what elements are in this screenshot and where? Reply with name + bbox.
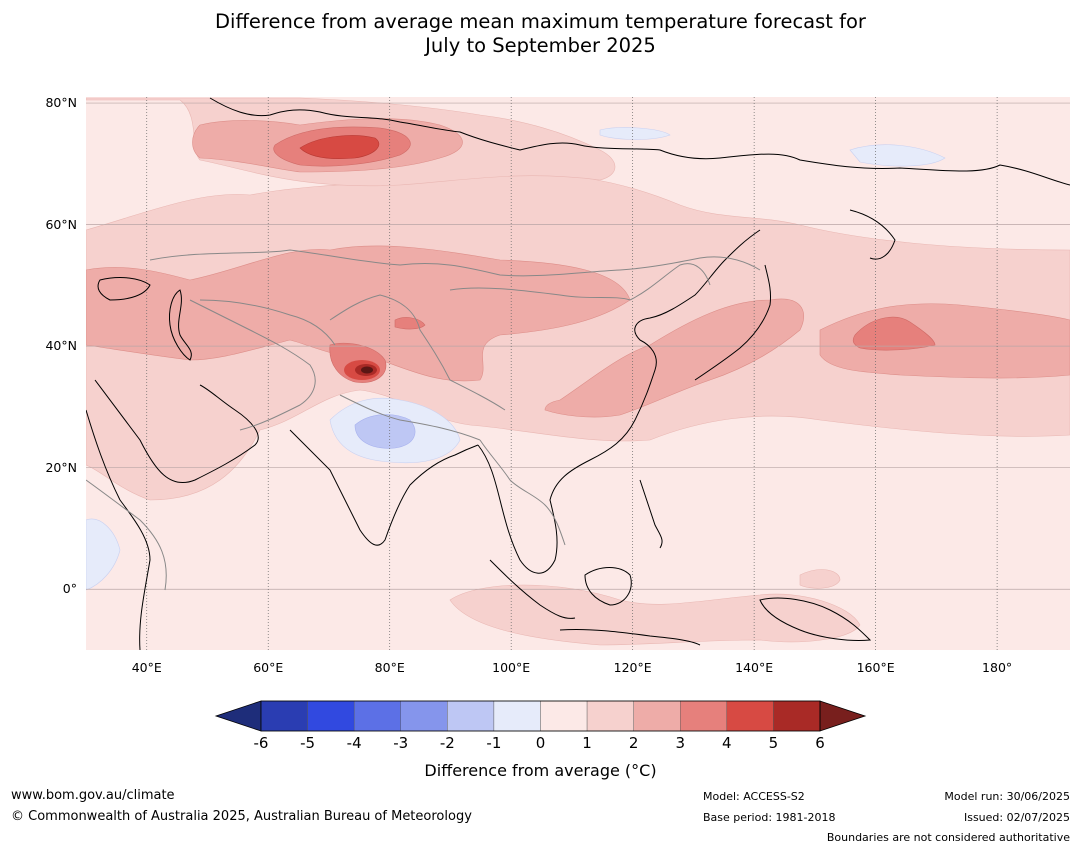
anomaly-region-2-3 (86, 245, 631, 382)
colorbar-tick-label: 0 (535, 734, 546, 752)
coastline-japan (694, 264, 771, 381)
footer-base-period: Base period: 1981-2018 (703, 811, 836, 824)
coastline-black-sea (97, 277, 151, 301)
colorbar-tick-label: 6 (815, 734, 825, 752)
border-china-west (329, 294, 506, 411)
colorbar-extend-low (214, 700, 262, 732)
colorbar-segment (400, 700, 448, 732)
coastline-india (289, 429, 479, 546)
lon-tick-label: 100°E (492, 660, 531, 675)
colorbar-segment (773, 700, 821, 732)
coastline-new-guinea (759, 597, 872, 641)
title-line-1: Difference from average mean maximum tem… (215, 10, 866, 33)
anomaly-region-4-5-arctic (299, 135, 380, 159)
coastline-caspian (169, 289, 192, 361)
lat-tick-label: 0° (62, 581, 77, 597)
coastline-borneo (584, 567, 632, 606)
border-africa (86, 479, 167, 591)
colorbar-tick-label: 2 (628, 734, 639, 752)
colorbar-frame (260, 700, 821, 732)
footer-disclaimer: Boundaries are not considered authoritat… (826, 831, 1070, 844)
lon-tick-label: 60°E (253, 660, 284, 675)
coastline-arabia (94, 379, 259, 484)
map-gridlines (86, 97, 1070, 650)
anomaly-region-minus-1-0-siberia (849, 144, 946, 167)
colorbar-segment (260, 700, 308, 732)
colorbar-segment (726, 700, 774, 732)
colorbar-extend-high (819, 700, 867, 732)
coastline-philippines (639, 479, 663, 549)
colorbar-segment (586, 700, 634, 732)
title-line-2: July to September 2025 (425, 34, 656, 57)
coastline-arctic (209, 97, 1070, 186)
border-mongolia (449, 287, 631, 301)
lon-tick-label: 120°E (613, 660, 652, 675)
border-middle-east (189, 299, 316, 431)
coastline-kamchatka (849, 209, 896, 260)
colorbar-tick-label: -3 (393, 734, 409, 752)
country-borders (86, 249, 761, 591)
border-central-asia (199, 299, 336, 346)
border-indochina (479, 439, 566, 546)
colorbar-segment (493, 700, 541, 732)
colorbar-label: Difference from average (°C) (424, 761, 657, 780)
lon-tick-label: 180° (982, 660, 1013, 675)
footer-issued: Issued: 02/07/2025 (963, 811, 1070, 824)
coastline-east-asia (477, 229, 761, 574)
anomaly-region-1-2-south (449, 584, 861, 646)
anomaly-region-above-6-tibet (361, 366, 373, 374)
colorbar-tick-label: -6 (253, 734, 269, 752)
lat-tick-label: 60°N (45, 216, 77, 232)
chart-title: Difference from average mean maximum tem… (0, 10, 1081, 58)
colorbar-tick-label: 3 (675, 734, 686, 752)
colorbar-segment (680, 700, 728, 732)
colorbar-segment (353, 700, 401, 732)
anomaly-field (86, 97, 1070, 650)
lat-tick-label: 20°N (45, 459, 77, 475)
colorbar-tick-label: 1 (582, 734, 592, 752)
colorbar-tick-label: -5 (300, 734, 316, 752)
colorbar-segment (447, 700, 495, 732)
footer-website[interactable]: www.bom.gov.au/climate (11, 788, 175, 803)
anomaly-region-3-4-pacific (852, 316, 936, 351)
forecast-map (86, 97, 1070, 650)
lat-tick-label: 80°N (45, 95, 77, 111)
lon-tick-label: 140°E (735, 660, 774, 675)
colorbar-segment (633, 700, 681, 732)
colorbar-tick-label: -1 (486, 734, 502, 752)
lon-tick-label: 40°E (131, 660, 162, 675)
border-russia-south (149, 249, 761, 277)
footer-copyright: © Commonwealth of Australia 2025, Austra… (11, 809, 472, 824)
border-china-east (629, 263, 711, 301)
anomaly-region-3-4-central (394, 317, 426, 330)
coastline-sumatra (489, 559, 576, 619)
colorbar-tick-label: 5 (768, 734, 779, 752)
colorbar-segment (307, 700, 355, 732)
anomaly-region-1-2-pacific (799, 569, 841, 589)
coastline-java (559, 628, 701, 646)
lon-tick-label: 160°E (856, 660, 895, 675)
footer-model-run: Model run: 30/06/2025 (944, 790, 1070, 803)
anomaly-region-2-3-china (544, 298, 805, 418)
lon-tick-label: 80°E (374, 660, 405, 675)
colorbar-tick-label: -4 (346, 734, 362, 752)
lat-tick-label: 40°N (45, 338, 77, 354)
footer-model: Model: ACCESS-S2 (703, 790, 805, 803)
border-india-north (339, 394, 481, 441)
coastlines (86, 97, 1070, 650)
colorbar-segment (540, 700, 588, 732)
anomaly-region-minus-1-0-arctic (599, 127, 671, 140)
colorbar-tick-label: 4 (722, 734, 732, 752)
colorbar-tick-label: -2 (439, 734, 455, 752)
coastline-africa (86, 409, 151, 650)
anomaly-region-minus-1-0-africa (86, 518, 121, 591)
